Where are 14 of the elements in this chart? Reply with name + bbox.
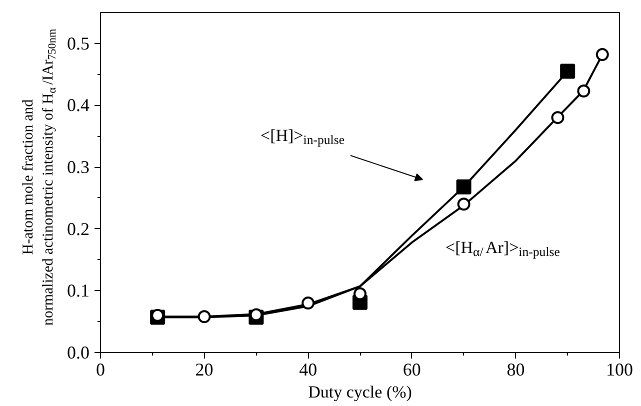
y-axis-title: H-atom mole fraction and normalized actinometric intensity of Hα/IAr750nm — [20, 28, 58, 326]
y-tick-label: 0.4 — [67, 95, 90, 116]
x-tick-label: 0 — [96, 360, 105, 380]
y-tick-label: 0.1 — [67, 280, 90, 301]
y-tick-label: 0.3 — [67, 157, 90, 178]
y-tick-label: 0.0 — [67, 342, 90, 362]
x-axis-title: Duty cycle (%) — [308, 382, 412, 402]
x-tick-label: 80 — [506, 360, 525, 380]
x-tick-label: 60 — [402, 360, 421, 380]
x-tick-label: 100 — [606, 360, 633, 380]
x-tick-label: 40 — [299, 360, 318, 380]
y-tick-label: 0.5 — [67, 33, 90, 54]
y-tick-label: 0.2 — [67, 218, 90, 239]
x-tick-label: 20 — [195, 360, 214, 380]
